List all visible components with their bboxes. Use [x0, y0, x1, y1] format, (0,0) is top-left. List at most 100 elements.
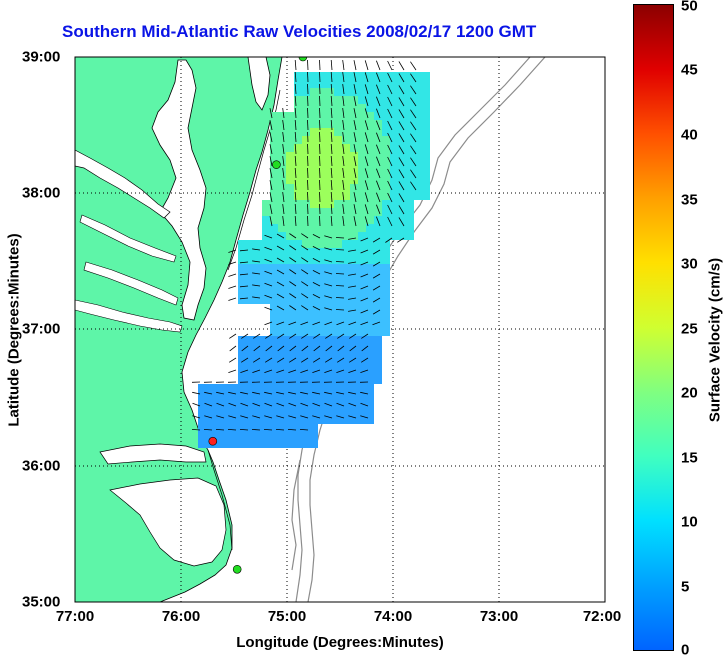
velocity-cell — [350, 256, 358, 264]
velocity-vector — [342, 132, 345, 143]
velocity-cell — [326, 96, 334, 104]
velocity-vector — [239, 249, 249, 252]
velocity-cell — [246, 440, 254, 448]
velocity-cell — [286, 392, 294, 400]
velocity-cell — [270, 264, 278, 272]
velocity-cell — [334, 208, 342, 216]
velocity-cell — [334, 136, 342, 144]
velocity-vector — [277, 345, 285, 352]
velocity-cell — [342, 272, 350, 280]
velocity-cell — [326, 384, 334, 392]
velocity-vector — [252, 402, 261, 407]
velocity-vector — [342, 120, 345, 131]
velocity-cell — [358, 200, 366, 208]
velocity-vector — [324, 283, 333, 287]
velocity-cell — [318, 288, 326, 296]
velocity-cell — [382, 312, 390, 320]
velocity-cell — [278, 376, 286, 384]
plot-frame — [74, 56, 606, 603]
velocity-vector — [264, 369, 273, 373]
velocity-cell — [262, 384, 270, 392]
velocity-vector — [264, 357, 273, 363]
velocity-cell — [302, 232, 310, 240]
velocity-cell — [238, 376, 246, 384]
velocity-cell — [342, 296, 350, 304]
velocity-cell — [294, 88, 302, 96]
velocity-vector — [289, 233, 297, 239]
velocity-cell — [342, 208, 350, 216]
velocity-vector — [398, 133, 405, 143]
velocity-cell — [350, 112, 358, 120]
velocity-cell — [390, 152, 398, 160]
velocity-vector — [269, 204, 273, 215]
velocity-vector — [387, 60, 393, 71]
velocity-cell — [342, 120, 350, 128]
velocity-cell — [406, 120, 414, 128]
velocity-cell — [302, 432, 310, 440]
velocity-cell — [366, 256, 374, 264]
velocity-cell — [294, 440, 302, 448]
velocity-cell — [294, 176, 302, 184]
velocity-cell — [278, 416, 286, 424]
velocity-cell — [366, 216, 374, 224]
velocity-vector — [353, 168, 357, 179]
velocity-cell — [286, 272, 294, 280]
colorbar-tick: 45 — [681, 61, 698, 79]
velocity-cell — [358, 216, 366, 224]
velocity-vector — [353, 108, 357, 119]
velocity-vector — [376, 216, 381, 227]
velocity-cell — [318, 88, 326, 96]
velocity-cell — [366, 128, 374, 136]
velocity-cell — [294, 336, 302, 344]
velocity-vector — [301, 305, 309, 311]
velocity-cell — [222, 432, 230, 440]
velocity-vector — [276, 293, 285, 299]
velocity-cell — [294, 232, 302, 240]
velocity-vector — [276, 415, 285, 419]
velocity-vector — [364, 192, 369, 203]
velocity-cell — [326, 144, 334, 152]
velocity-cell — [310, 376, 318, 384]
velocity-cell — [302, 80, 310, 88]
velocity-cell — [230, 392, 238, 400]
velocity-cell — [350, 216, 358, 224]
velocity-vector — [360, 321, 369, 326]
velocity-cell — [374, 336, 382, 344]
velocity-vector — [319, 191, 321, 203]
velocity-cell — [414, 88, 422, 96]
velocity-cell — [406, 80, 414, 88]
velocity-cell — [302, 176, 310, 184]
velocity-vector — [387, 132, 393, 143]
velocity-cell — [294, 72, 302, 80]
velocity-cell — [358, 152, 366, 160]
velocity-cell — [254, 416, 262, 424]
velocity-vector — [282, 168, 285, 179]
velocity-vector — [282, 192, 285, 203]
velocity-cell — [254, 240, 262, 248]
velocity-cell — [358, 136, 366, 144]
velocity-cell — [302, 200, 310, 208]
velocity-cell — [262, 352, 270, 360]
velocity-cell — [294, 256, 302, 264]
velocity-cell — [230, 400, 238, 408]
velocity-cell — [326, 224, 334, 232]
velocity-cell — [286, 312, 294, 320]
velocity-cell — [334, 152, 342, 160]
velocity-cell — [238, 296, 246, 304]
velocity-cell — [278, 224, 286, 232]
velocity-vector — [360, 285, 369, 290]
velocity-cell — [358, 72, 366, 80]
velocity-cell — [278, 384, 286, 392]
velocity-vector — [300, 391, 309, 395]
velocity-cell — [318, 168, 326, 176]
velocity-cell — [238, 240, 246, 248]
velocity-vector — [313, 333, 321, 339]
velocity-cell — [286, 352, 294, 360]
velocity-cell — [326, 208, 334, 216]
velocity-cell — [238, 272, 246, 280]
velocity-cell — [334, 384, 342, 392]
velocity-cell — [262, 248, 270, 256]
velocity-cell — [366, 144, 374, 152]
velocity-vector — [319, 95, 321, 107]
velocity-cell — [398, 80, 406, 88]
